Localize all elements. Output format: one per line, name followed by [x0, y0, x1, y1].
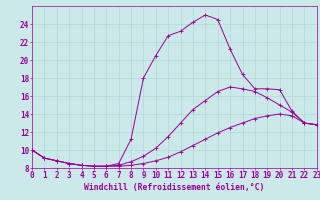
X-axis label: Windchill (Refroidissement éolien,°C): Windchill (Refroidissement éolien,°C) [84, 183, 265, 192]
